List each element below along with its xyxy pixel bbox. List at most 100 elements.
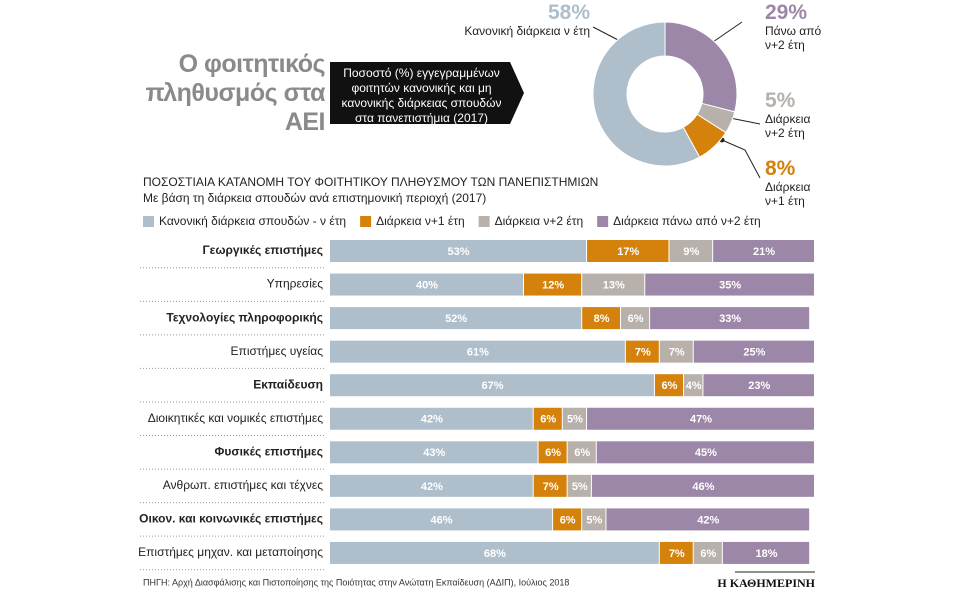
bar-segment bbox=[650, 307, 810, 330]
legend-swatch bbox=[597, 216, 609, 227]
bar-segment bbox=[582, 508, 606, 531]
category-label: Επιστήμες υγείας bbox=[231, 344, 324, 358]
bar-value-label: 6% bbox=[540, 414, 556, 426]
bar-segment bbox=[533, 407, 562, 430]
bar-segment bbox=[693, 541, 722, 564]
leader-line bbox=[709, 21, 743, 45]
bar-segment bbox=[659, 541, 693, 564]
bar-segment bbox=[330, 273, 523, 296]
box-text: Ποσοστό (%) εγγεγραμμένων φοιτητών κανον… bbox=[341, 66, 502, 125]
bar-value-label: 68% bbox=[484, 548, 506, 560]
bar-segment bbox=[553, 508, 582, 531]
bar-value-label: 8% bbox=[594, 313, 610, 325]
legend-label: Διάρκεια ν+1 έτη bbox=[376, 214, 465, 228]
bar-segment bbox=[567, 474, 591, 497]
pie-value-label: 58% bbox=[547, 1, 590, 24]
bar-value-label: 7% bbox=[543, 481, 559, 493]
bar-segment bbox=[533, 474, 567, 497]
bar-segment bbox=[591, 474, 814, 497]
pie-label: 8% Διάρκεια ν+1 έτη bbox=[765, 158, 827, 209]
category-label: Επιστήμες μηχαν. και μεταποίησης bbox=[138, 545, 323, 559]
bar-segment bbox=[330, 240, 587, 262]
bar-value-label: 7% bbox=[635, 347, 651, 359]
leader-line bbox=[729, 117, 761, 125]
bar-segment bbox=[587, 240, 669, 262]
bar-value-label: 6% bbox=[574, 447, 590, 459]
bar-value-label: 18% bbox=[755, 548, 777, 560]
bar-segment bbox=[659, 340, 693, 363]
category-label: Ανθρωπ. επιστήμες και τέχνες bbox=[163, 478, 323, 492]
pie-slice bbox=[682, 113, 727, 158]
bar-value-label: 42% bbox=[697, 514, 719, 526]
bar-segment bbox=[693, 340, 814, 363]
bar-value-label: 67% bbox=[481, 380, 503, 392]
bar-segment bbox=[645, 273, 814, 296]
bar-value-label: 4% bbox=[686, 380, 702, 392]
bar-value-label: 9% bbox=[683, 246, 699, 258]
bar-value-label: 6% bbox=[560, 514, 576, 526]
pie-category-label: Πάνω από ν+2 έτη bbox=[765, 24, 822, 52]
bar-value-label: 12% bbox=[542, 279, 564, 291]
category-label: Εκπαίδευση bbox=[253, 377, 323, 391]
bar-segment bbox=[330, 541, 659, 564]
pie-label: 29% Πάνω από ν+2 έτη bbox=[765, 1, 837, 53]
bar-value-label: 23% bbox=[748, 380, 770, 392]
pie-value-label: 5% bbox=[765, 89, 796, 112]
bar-value-label: 21% bbox=[753, 246, 775, 258]
legend-swatch bbox=[360, 216, 372, 227]
pie-label: 58% Κανονική διάρκεια ν έτη bbox=[450, 1, 590, 39]
bar-segment bbox=[587, 407, 814, 430]
leader-line bbox=[721, 139, 761, 179]
category-label: Οικον. και κοινωνικές επιστήμες bbox=[139, 512, 323, 526]
bar-segment bbox=[330, 474, 533, 497]
title-box bbox=[330, 62, 524, 124]
bar-segment bbox=[567, 441, 596, 464]
bar-value-label: 42% bbox=[421, 481, 443, 493]
bar-value-label: 5% bbox=[586, 514, 602, 526]
bar-segment bbox=[582, 273, 645, 296]
bar-segment bbox=[330, 340, 625, 363]
pie-category-label: Διάρκεια ν+2 έτη bbox=[765, 112, 811, 140]
bar-value-label: 43% bbox=[423, 447, 445, 459]
bar-segment bbox=[621, 307, 650, 330]
bar-value-label: 7% bbox=[669, 548, 685, 560]
pie-slice bbox=[592, 21, 701, 167]
bar-segment bbox=[330, 374, 654, 397]
legend-label: Διάρκεια πάνω από ν+2 έτη bbox=[613, 214, 761, 228]
bar-value-label: 6% bbox=[700, 548, 716, 560]
legend-swatch bbox=[143, 216, 154, 227]
bar-value-label: 35% bbox=[719, 279, 741, 291]
bar-chart-title: ΠΟΣΟΣΤΙΑΙΑ ΚΑΤΑΝΟΜΗ ΤΟΥ ΦΟΙΤΗΤΙΚΟΥ ΠΛΗΘΥ… bbox=[143, 175, 598, 189]
bar-segment bbox=[582, 307, 620, 330]
brand: Η ΚΑΘΗΜΕΡΙΝΗ bbox=[717, 576, 815, 590]
bar-segment bbox=[713, 240, 814, 262]
bar-value-label: 40% bbox=[416, 279, 438, 291]
bar-segment bbox=[669, 240, 713, 262]
bar-value-label: 6% bbox=[545, 447, 561, 459]
pie-category-label: Διάρκεια ν+1 έτη bbox=[765, 180, 811, 208]
bar-value-label: 46% bbox=[692, 481, 714, 493]
bar-value-label: 52% bbox=[445, 313, 467, 325]
bar-segment bbox=[684, 374, 703, 397]
source: ΠΗΓΗ: Αρχή Διασφάλισης και Πιστοποίησης … bbox=[143, 577, 569, 587]
bar-value-label: 17% bbox=[617, 246, 639, 258]
bar-chart-subtitle: Με βάση τη διάρκεια σπουδών ανά επιστημο… bbox=[143, 191, 486, 205]
bar-value-label: 33% bbox=[719, 313, 741, 325]
category-label: Διοικητικές και νομικές επιστήμες bbox=[148, 411, 323, 425]
category-label: Γεωργικές επιστήμες bbox=[202, 243, 323, 257]
bar-value-label: 6% bbox=[628, 313, 644, 325]
bar-segment bbox=[524, 273, 582, 296]
bar-value-label: 25% bbox=[743, 347, 765, 359]
bar-segment bbox=[538, 441, 567, 464]
page-title: Ο φοιτητικός πληθυσμός στα ΑΕΙ bbox=[145, 50, 326, 136]
bar-value-label: 6% bbox=[662, 380, 678, 392]
bar-value-label: 7% bbox=[669, 347, 685, 359]
bar-segment bbox=[596, 441, 814, 464]
bar-segment bbox=[330, 307, 582, 330]
bar-segment bbox=[330, 508, 553, 531]
legend-label: Κανονική διάρκεια σπουδών - ν έτη bbox=[159, 214, 346, 228]
pie-value-label: 29% bbox=[765, 1, 808, 24]
bar-value-label: 53% bbox=[448, 246, 470, 258]
